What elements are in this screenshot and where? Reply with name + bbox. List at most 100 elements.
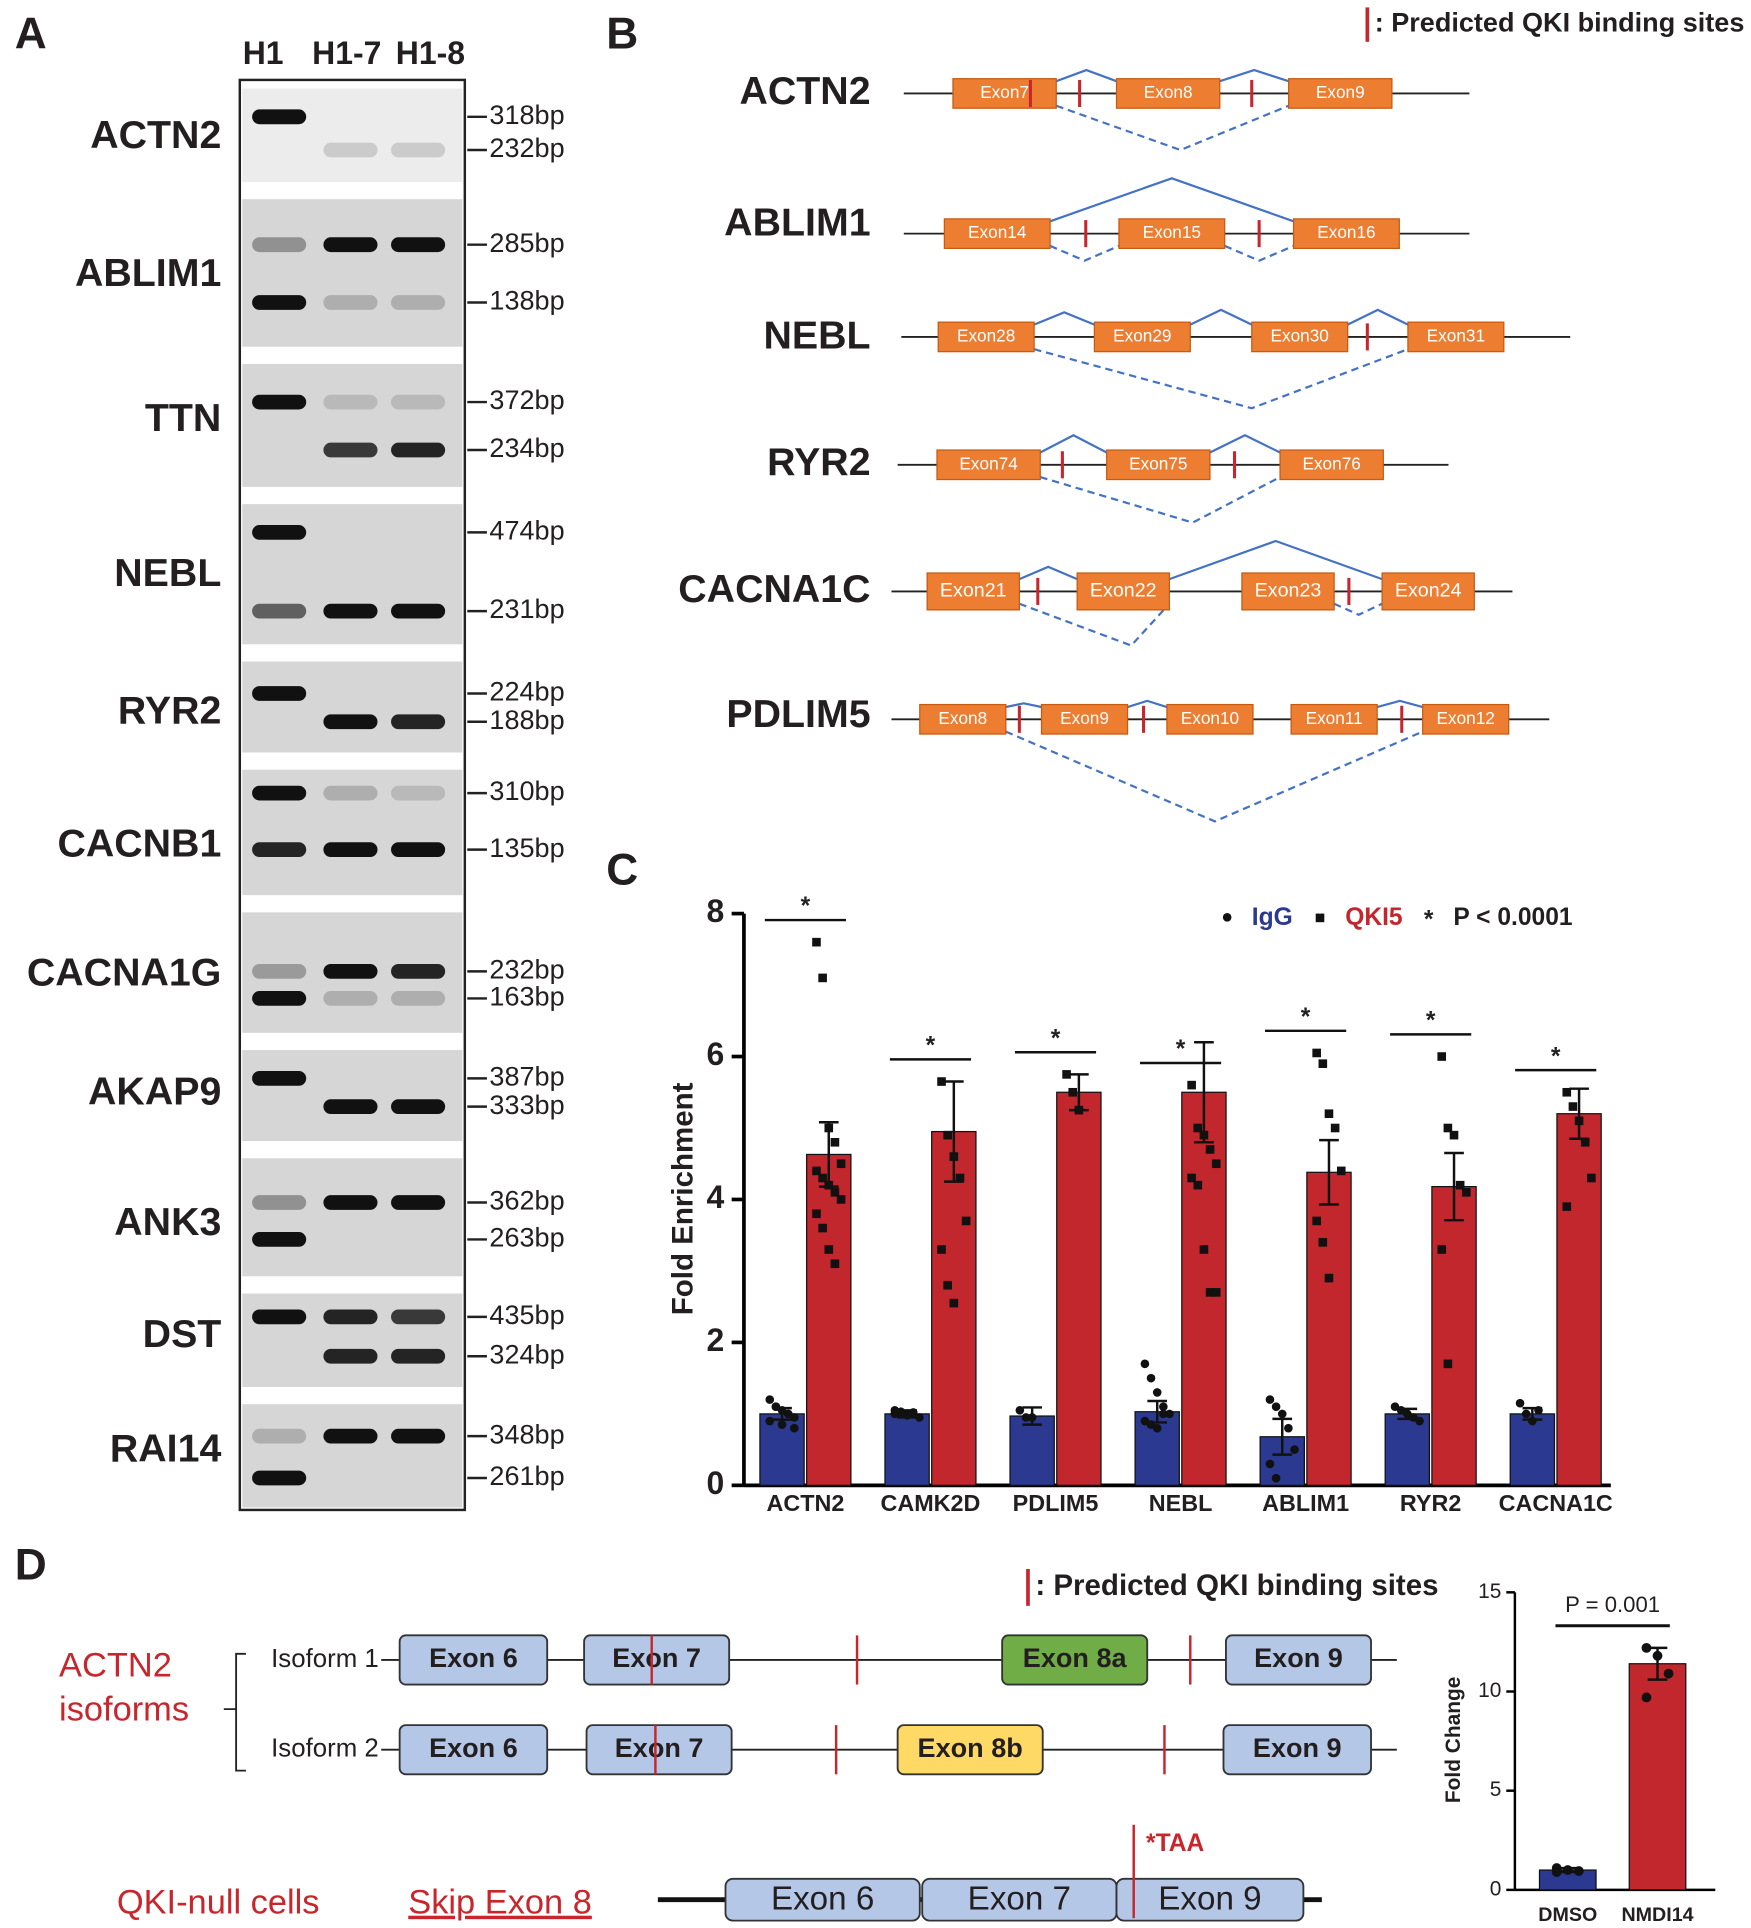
band-size: 372bp [489,385,564,415]
x-tick-label: RYR2 [1400,1490,1461,1516]
data-point [1211,1288,1221,1297]
bar [1628,1663,1687,1891]
skip-arc [1018,602,1171,647]
exon [398,1634,549,1686]
data-point [1062,1070,1071,1079]
gel-band [252,1428,307,1444]
data-point [836,1195,846,1204]
band-size: 232bp [489,955,564,985]
splice-arc [1209,434,1281,454]
data-point [1265,1459,1275,1469]
data-point [1449,1130,1459,1140]
bar [1431,1185,1477,1486]
gel-band [252,237,307,253]
band-size: 231bp [489,594,564,624]
exon [1290,703,1378,735]
annotation: P = 0.001 [1565,1592,1660,1617]
y-tick-label: 4 [706,1179,724,1215]
data-point [812,937,821,947]
significance-mark: * [926,1033,936,1060]
data-point [1573,1866,1584,1876]
data-point [1068,1087,1078,1097]
gene-name: NEBL [764,314,871,358]
band-size: 234bp [489,433,564,463]
exon [583,1634,731,1686]
exon-label: Exon15 [1143,222,1201,242]
panel-label: B [606,10,638,59]
data-point [1159,1402,1168,1412]
condition-label: QKI-null cells [117,1884,320,1922]
bar [1509,1413,1556,1486]
gel-band [391,394,446,410]
gel-band [391,1348,446,1364]
data-point [1199,1245,1209,1254]
data-point [1324,1273,1334,1283]
gel-band [252,109,307,125]
data-point [812,1166,821,1176]
gel-band [323,1099,378,1115]
data-point [1290,1445,1299,1454]
exon-label: Exon74 [959,453,1018,473]
gel-band [252,1470,307,1486]
lane-label: H1-7 [312,35,381,71]
gel-band [323,237,378,253]
gel-band [391,842,446,858]
data-point [915,1413,924,1422]
gel-band [391,237,446,253]
error-bar [1194,1041,1214,1144]
gel-band [323,603,378,619]
gene-name: CACNA1C [678,567,870,611]
data-point [771,1402,781,1412]
exon [1076,572,1170,611]
data-point [1415,1416,1424,1426]
exon-label: Exon10 [1181,708,1239,728]
splice-arc [1347,308,1409,326]
data-point [830,1137,840,1147]
exon [1381,572,1475,611]
exon-label: Exon 6 [771,1881,874,1918]
stop-codon: *TAA [1146,1830,1205,1857]
data-point [937,1077,946,1086]
data-point [1152,1388,1162,1397]
data-point [790,1423,799,1433]
band-size: 285bp [489,228,564,258]
event-label: Skip Exon 8 [408,1884,592,1922]
legend-label: QKI5 [1345,904,1402,931]
gel-band [252,964,307,979]
exon [936,449,1041,481]
significance-mark: * [1551,1043,1561,1070]
gel-panel [242,199,463,347]
splice-arc [1055,68,1117,83]
exon [1001,1634,1149,1686]
legend-significance: * [1424,906,1434,933]
data-point [1521,1409,1531,1419]
exon-label: Exon 7 [968,1881,1071,1918]
y-tick-label: 0 [1490,1877,1502,1900]
exon [1251,321,1349,353]
exon-label: Exon14 [968,222,1027,242]
gel-band [252,1070,307,1086]
isoform-name: Isoform 1 [271,1645,379,1673]
exon-label: Exon12 [1437,708,1495,728]
data-point [1324,1109,1334,1119]
data-point [1187,1080,1196,1090]
gel-band [391,603,446,619]
exon-label: Exon11 [1306,708,1363,728]
exon [926,572,1020,611]
gel-band [323,1428,378,1444]
exon [1040,703,1129,735]
gel-panel [242,1158,463,1277]
gel-band [391,142,446,158]
gel-band [391,785,446,801]
gel-band [252,1232,307,1247]
gel-band [391,1195,446,1210]
exon-label: Exon 8a [1023,1643,1128,1673]
bar [1009,1415,1055,1486]
data-point [961,1216,971,1226]
exon-label: Exon 9 [1158,1881,1261,1918]
brace [223,1652,246,1772]
band-size: 188bp [489,705,564,735]
exon [1241,572,1335,611]
data-point [818,1223,827,1233]
y-tick-label: 8 [706,893,724,929]
